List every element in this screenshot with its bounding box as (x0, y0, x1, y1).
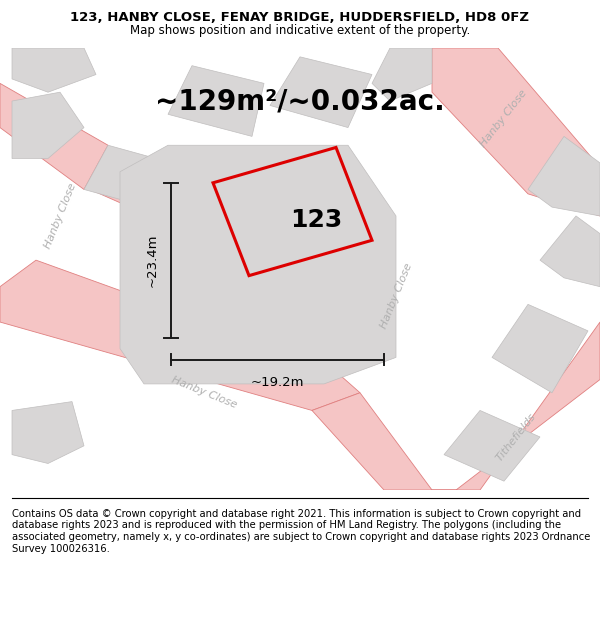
Text: Hanby Close: Hanby Close (170, 375, 238, 411)
Text: Tithefields: Tithefields (494, 411, 538, 463)
Text: ~23.4m: ~23.4m (145, 233, 158, 287)
Polygon shape (168, 66, 264, 136)
Polygon shape (444, 411, 540, 481)
Polygon shape (0, 260, 360, 411)
Text: 123, HANBY CLOSE, FENAY BRIDGE, HUDDERSFIELD, HD8 0FZ: 123, HANBY CLOSE, FENAY BRIDGE, HUDDERSF… (71, 11, 530, 24)
Text: ~19.2m: ~19.2m (251, 376, 304, 389)
Polygon shape (12, 92, 84, 159)
Polygon shape (372, 48, 432, 101)
Text: Contains OS data © Crown copyright and database right 2021. This information is : Contains OS data © Crown copyright and d… (12, 509, 590, 554)
Polygon shape (312, 392, 432, 490)
Polygon shape (270, 57, 372, 128)
Polygon shape (540, 216, 600, 287)
Polygon shape (0, 83, 108, 189)
Polygon shape (84, 145, 156, 202)
Polygon shape (90, 159, 168, 202)
Polygon shape (12, 402, 84, 464)
Polygon shape (12, 48, 96, 92)
Polygon shape (420, 322, 600, 490)
Polygon shape (432, 48, 600, 216)
Polygon shape (492, 304, 588, 392)
Text: Hanby Close: Hanby Close (42, 182, 78, 250)
Text: 123: 123 (290, 208, 343, 232)
Text: Hanby Close: Hanby Close (378, 261, 414, 330)
Polygon shape (528, 136, 600, 216)
Text: Hanby Close: Hanby Close (479, 88, 529, 149)
Text: ~129m²/~0.032ac.: ~129m²/~0.032ac. (155, 87, 445, 115)
Text: Map shows position and indicative extent of the property.: Map shows position and indicative extent… (130, 24, 470, 38)
Polygon shape (120, 145, 396, 384)
